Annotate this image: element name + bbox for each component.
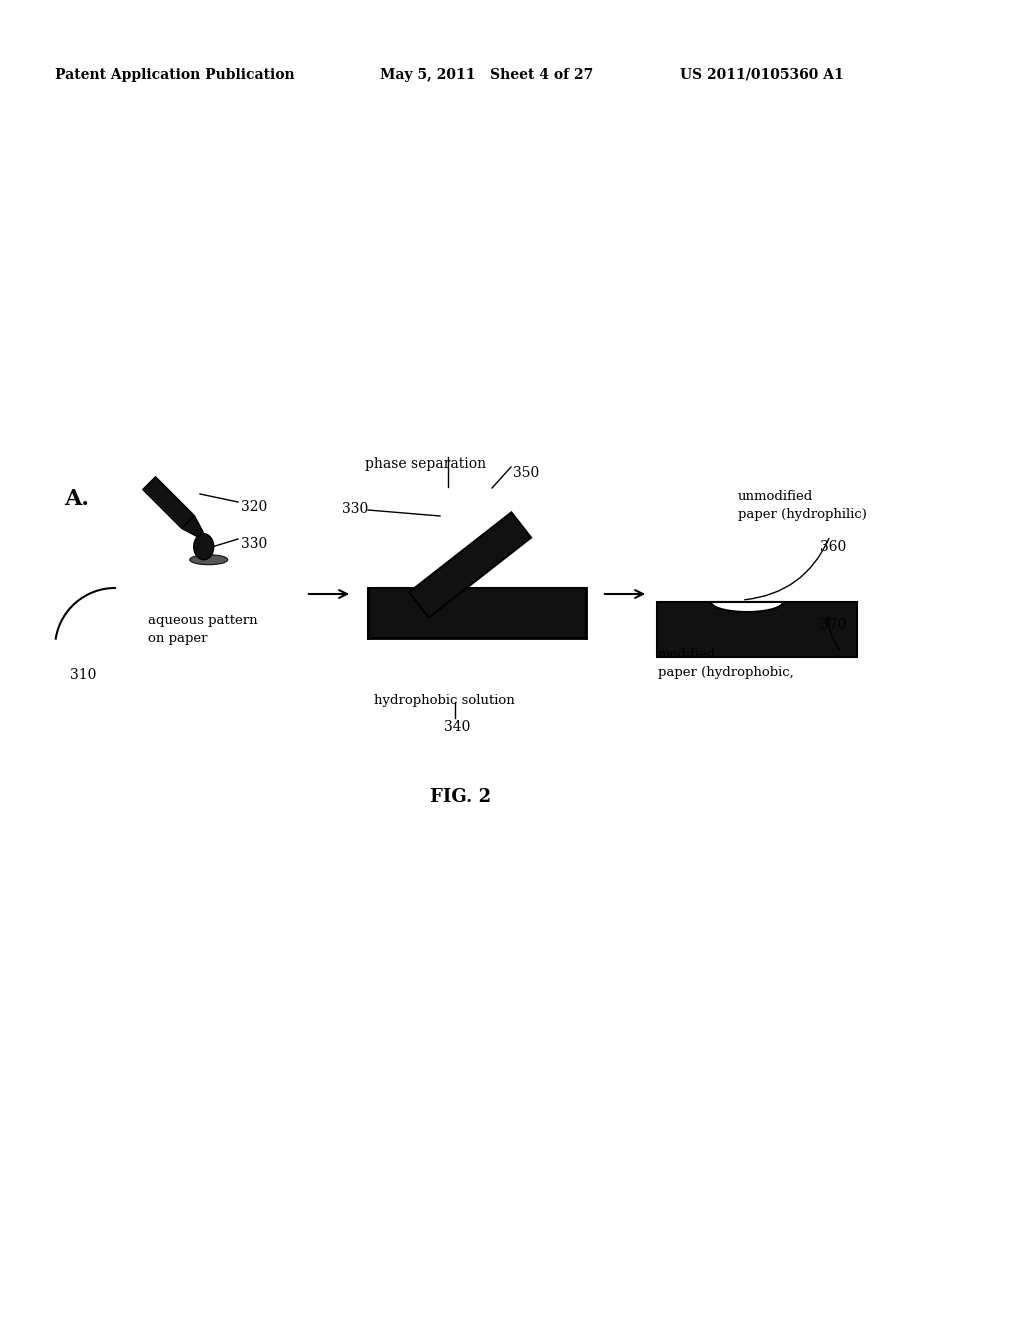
Text: May 5, 2011   Sheet 4 of 27: May 5, 2011 Sheet 4 of 27 xyxy=(380,69,593,82)
Text: 310: 310 xyxy=(70,668,96,682)
Text: phase separation: phase separation xyxy=(365,457,486,471)
Polygon shape xyxy=(181,516,203,537)
Text: modified
paper (hydrophobic,: modified paper (hydrophobic, xyxy=(658,648,794,678)
Text: 360: 360 xyxy=(820,540,846,554)
Text: 330: 330 xyxy=(342,502,369,516)
Text: hydrophobic solution: hydrophobic solution xyxy=(374,694,515,708)
Polygon shape xyxy=(409,512,531,618)
Ellipse shape xyxy=(194,533,214,560)
Bar xyxy=(657,602,857,657)
Text: 350: 350 xyxy=(513,466,540,480)
Text: unmodified
paper (hydrophilic): unmodified paper (hydrophilic) xyxy=(738,490,867,521)
Text: US 2011/0105360 A1: US 2011/0105360 A1 xyxy=(680,69,844,82)
Text: 330: 330 xyxy=(241,537,267,550)
Text: A.: A. xyxy=(63,488,89,510)
Ellipse shape xyxy=(189,554,227,565)
Text: 370: 370 xyxy=(820,618,847,632)
Text: 320: 320 xyxy=(241,500,267,513)
Bar xyxy=(368,587,586,638)
Text: 340: 340 xyxy=(444,719,470,734)
Polygon shape xyxy=(142,477,195,528)
Text: Patent Application Publication: Patent Application Publication xyxy=(55,69,295,82)
Text: FIG. 2: FIG. 2 xyxy=(430,788,492,807)
Text: aqueous pattern
on paper: aqueous pattern on paper xyxy=(148,614,258,645)
Polygon shape xyxy=(711,602,783,612)
